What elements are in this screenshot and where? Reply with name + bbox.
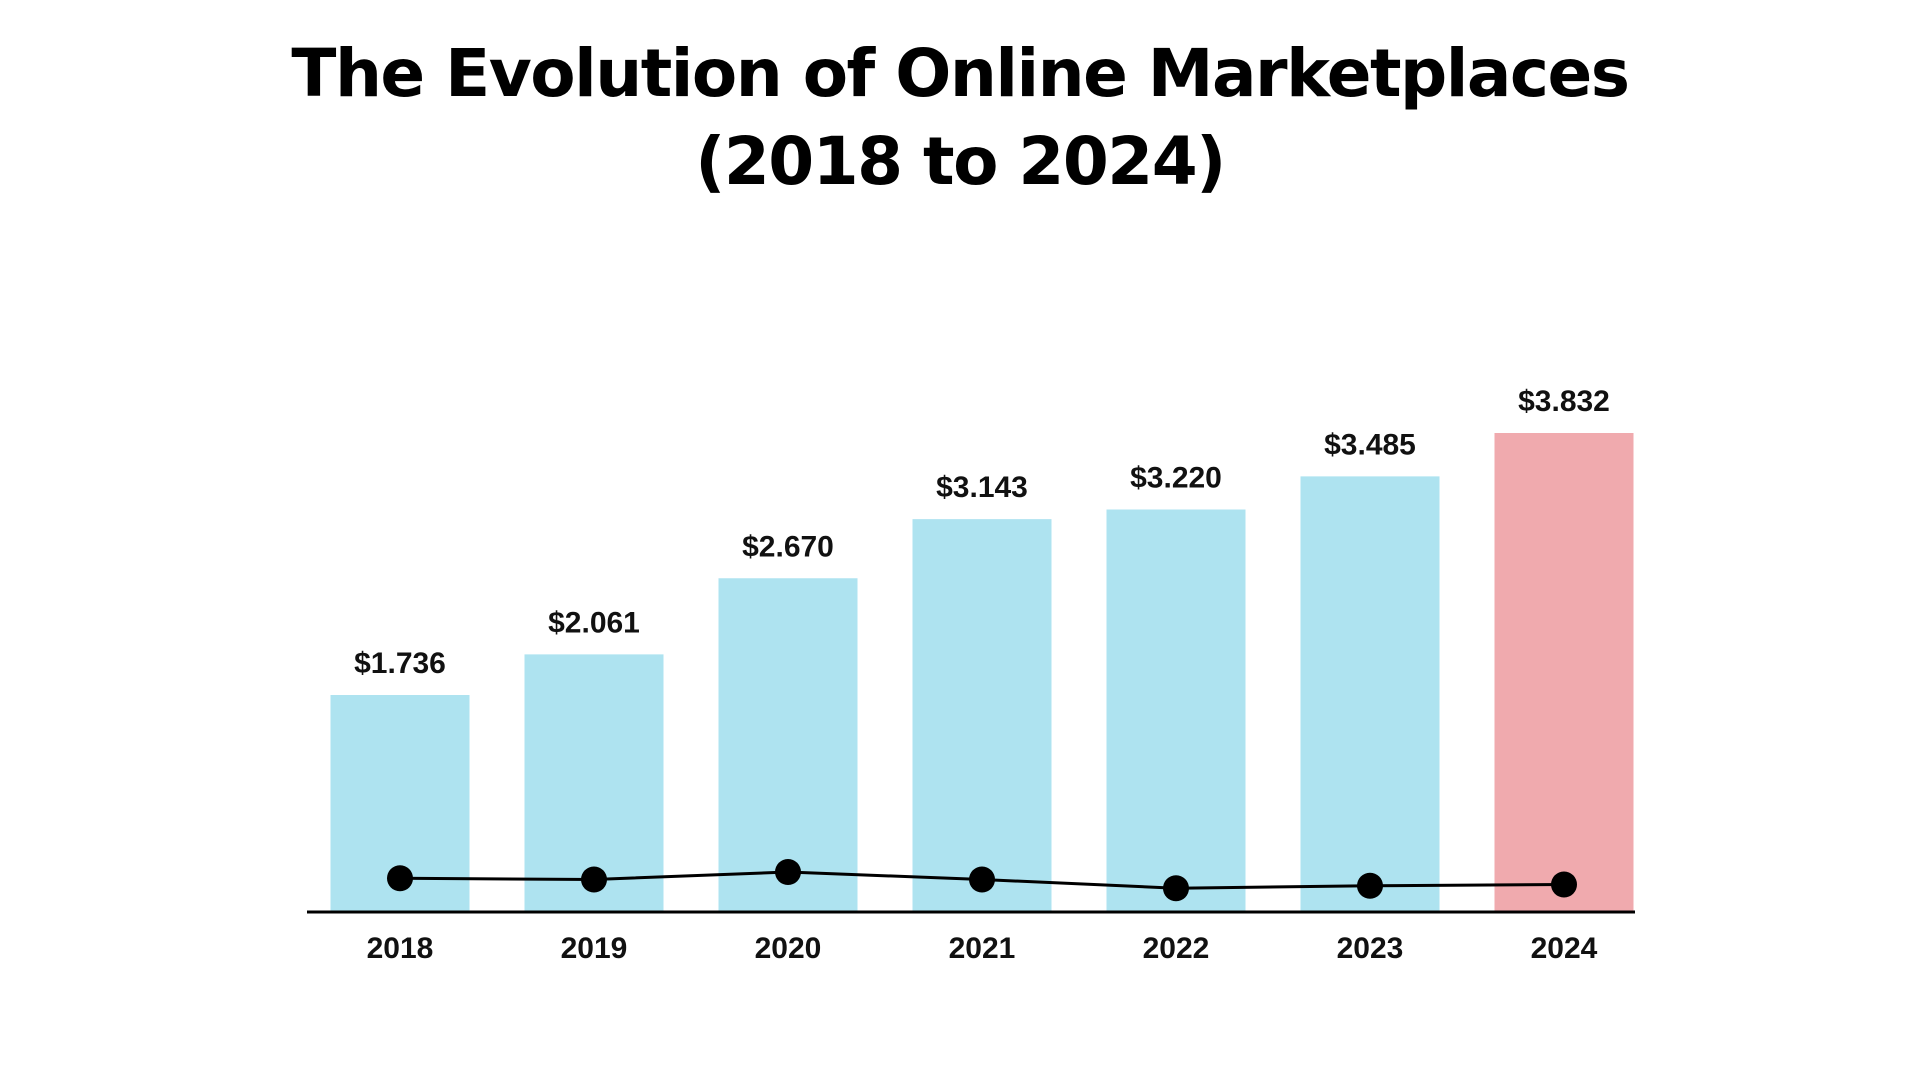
line-point-2018 [387,865,413,892]
x-tick-label-2023: 2023 [1337,932,1404,965]
line-point-2024 [1551,871,1577,898]
bar-2020 [718,578,858,912]
data-label-2019: $2.061 [548,606,640,639]
data-label-2020: $2.670 [742,530,834,563]
x-tick-label-2019: 2019 [561,932,628,965]
chart-subtitle-line: (2018 to 2024) [695,123,1226,200]
line-point-2021 [969,866,995,893]
chart-title-line: The Evolution of Online Marketplaces [291,35,1630,112]
data-label-2023: $3.485 [1324,428,1416,461]
x-tick-label-2024: 2024 [1531,932,1598,965]
data-label-2021: $3.143 [936,471,1028,504]
data-labels-layer: $1.736 $2.061 $2.670 $3.143 $3.220 $3.485 $3.8… [354,385,1610,680]
x-tick-label-2021: 2021 [949,932,1016,965]
bars-layer [330,433,1634,912]
x-tick-label-2020: 2020 [755,932,822,965]
bar-2022 [1106,509,1246,912]
x-tick-label-2018: 2018 [367,932,434,965]
x-axis: 2018 2019 2020 2021 2022 2023 2024 [307,910,1635,965]
bar-2024 [1494,433,1634,912]
x-tick-label-2022: 2022 [1143,932,1210,965]
data-label-2018: $1.736 [354,647,446,680]
line-point-2019 [581,866,607,893]
data-label-2024: $3.832 [1518,385,1610,418]
bar-2021 [912,519,1052,912]
line-point-2022 [1163,875,1189,902]
bar-2023 [1300,476,1440,912]
data-label-2022: $3.220 [1130,462,1222,495]
chart-title: The Evolution of Online Marketplaces (20… [0,30,1920,206]
line-point-2023 [1357,872,1383,899]
line-point-2020 [775,859,801,885]
line-series-layer [387,859,1577,902]
